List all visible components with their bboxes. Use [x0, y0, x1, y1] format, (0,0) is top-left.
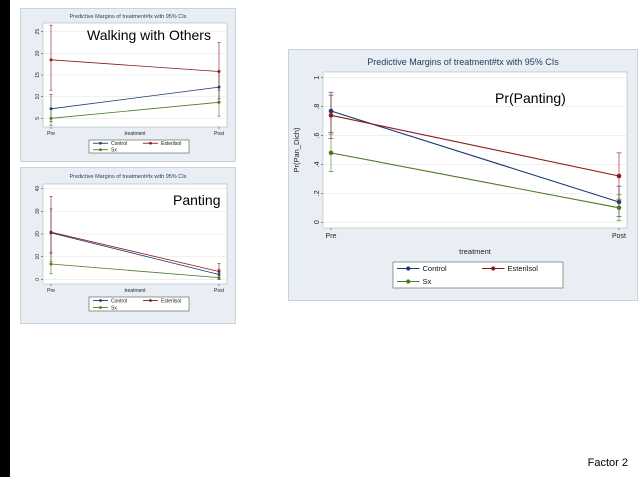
- series-line-control: [50, 86, 220, 110]
- slide: Predictive Margins of treatment#tx with …: [10, 0, 638, 477]
- legend-label: Control: [111, 298, 127, 304]
- y-tick-label: .6: [314, 133, 321, 139]
- legend-marker: [149, 141, 152, 145]
- data-point: [217, 70, 221, 74]
- chart-title: Predictive Margins of treatment#tx with …: [69, 14, 186, 20]
- data-point: [49, 116, 53, 120]
- y-tick-label: 20: [35, 50, 41, 56]
- legend-marker: [406, 266, 411, 271]
- y-tick-label: .2: [314, 190, 321, 196]
- x-tick-label: Pre: [326, 233, 337, 240]
- x-tick-label: Post: [214, 288, 225, 294]
- series-line-sx: [330, 152, 620, 209]
- x-tick-label: Pre: [47, 131, 55, 137]
- panting-large-chart: Predictive Margins of treatment#tx with …: [292, 57, 628, 289]
- plot-area: [322, 71, 628, 229]
- x-tick-label: Pre: [47, 288, 55, 294]
- walking-chart: Predictive Margins of treatment#tx with …: [35, 14, 228, 154]
- data-point: [217, 100, 221, 104]
- y-tick-label: 40: [35, 186, 41, 192]
- legend-label: Sx: [423, 277, 432, 286]
- y-tick-label: .4: [314, 161, 321, 167]
- y-tick-label: 0: [314, 220, 321, 224]
- x-tick-label: Post: [612, 233, 626, 240]
- y-tick-label: 10: [35, 254, 41, 260]
- data-point: [328, 113, 334, 118]
- y-axis-label: Pr(Pan_Dich): [292, 127, 301, 173]
- legend-label: Esterilsol: [508, 264, 539, 273]
- panting-small-overlay-label: Panting: [173, 192, 221, 208]
- series-line-sx: [50, 101, 220, 119]
- chart-title: Predictive Margins of treatment#tx with …: [69, 174, 186, 180]
- legend-label: Control: [423, 264, 448, 273]
- data-point: [217, 270, 221, 273]
- y-tick-label: 1: [314, 76, 321, 80]
- y-tick-label: 10: [35, 94, 41, 100]
- panting-large-chart-panel: Predictive Margins of treatment#tx with …: [288, 49, 638, 301]
- legend-marker: [406, 279, 411, 284]
- x-axis-label: treatment: [124, 288, 146, 294]
- y-tick-label: .8: [314, 104, 321, 110]
- legend-box: [88, 296, 190, 312]
- legend-marker: [99, 299, 102, 302]
- y-tick-label: 5: [35, 117, 41, 120]
- legend-label: Sx: [111, 148, 117, 154]
- series-line-sx: [50, 263, 220, 279]
- y-tick-label: 30: [35, 208, 41, 214]
- x-axis-label: treatment: [124, 131, 146, 137]
- walking-chart-panel: Predictive Margins of treatment#tx with …: [20, 8, 236, 162]
- legend-marker: [99, 306, 102, 309]
- legend-marker: [99, 141, 102, 145]
- data-point: [217, 276, 221, 280]
- panting-small-chart: Predictive Margins of treatment#tx with …: [35, 174, 228, 312]
- series-line-esterilsol: [50, 231, 220, 272]
- chart-title: Predictive Margins of treatment#tx with …: [367, 57, 559, 67]
- data-point: [49, 262, 53, 266]
- series-line-control: [50, 232, 220, 275]
- data-point: [616, 173, 622, 179]
- series-line-esterilsol: [50, 59, 220, 72]
- data-point: [328, 150, 334, 156]
- data-point: [616, 205, 622, 211]
- y-tick-label: 15: [35, 72, 41, 78]
- legend-label: Sx: [111, 305, 117, 311]
- panting-small-chart-panel: Predictive Margins of treatment#tx with …: [20, 167, 236, 324]
- walking-overlay-label: Walking with Others: [87, 27, 211, 43]
- data-point: [49, 230, 53, 234]
- series-line-control: [330, 110, 620, 203]
- legend-marker: [491, 266, 496, 271]
- footer-label: Factor 2: [587, 457, 628, 469]
- x-axis-label: treatment: [459, 247, 492, 256]
- legend-box: [88, 139, 190, 154]
- panting-large-overlay-label: Pr(Panting): [495, 90, 566, 106]
- legend-label: Esterilsol: [161, 298, 181, 304]
- legend-label: Esterilsol: [161, 141, 181, 147]
- x-tick-label: Post: [214, 131, 225, 137]
- y-tick-label: 25: [35, 29, 41, 35]
- legend-label: Control: [111, 141, 127, 147]
- legend-box: [392, 261, 564, 289]
- data-point: [49, 58, 53, 62]
- legend-marker: [149, 299, 152, 302]
- y-tick-label: 20: [35, 231, 41, 237]
- series-line-esterilsol: [330, 114, 620, 177]
- legend-marker: [99, 148, 102, 152]
- y-tick-label: 0: [35, 278, 41, 281]
